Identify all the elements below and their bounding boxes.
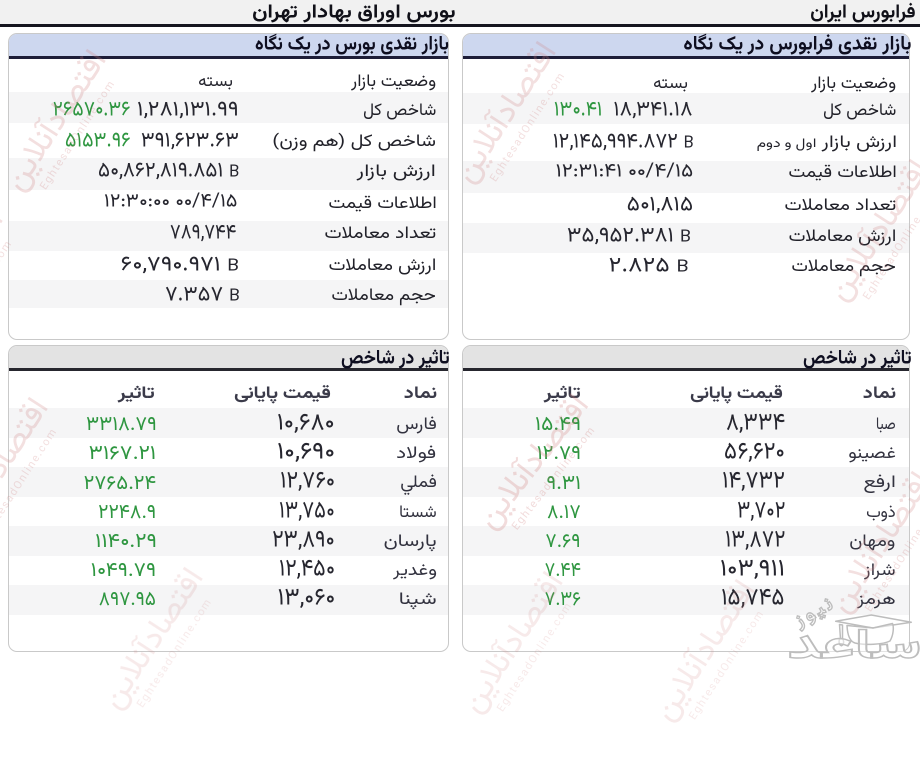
svg-text:ساعد: ساعد — [788, 615, 920, 665]
